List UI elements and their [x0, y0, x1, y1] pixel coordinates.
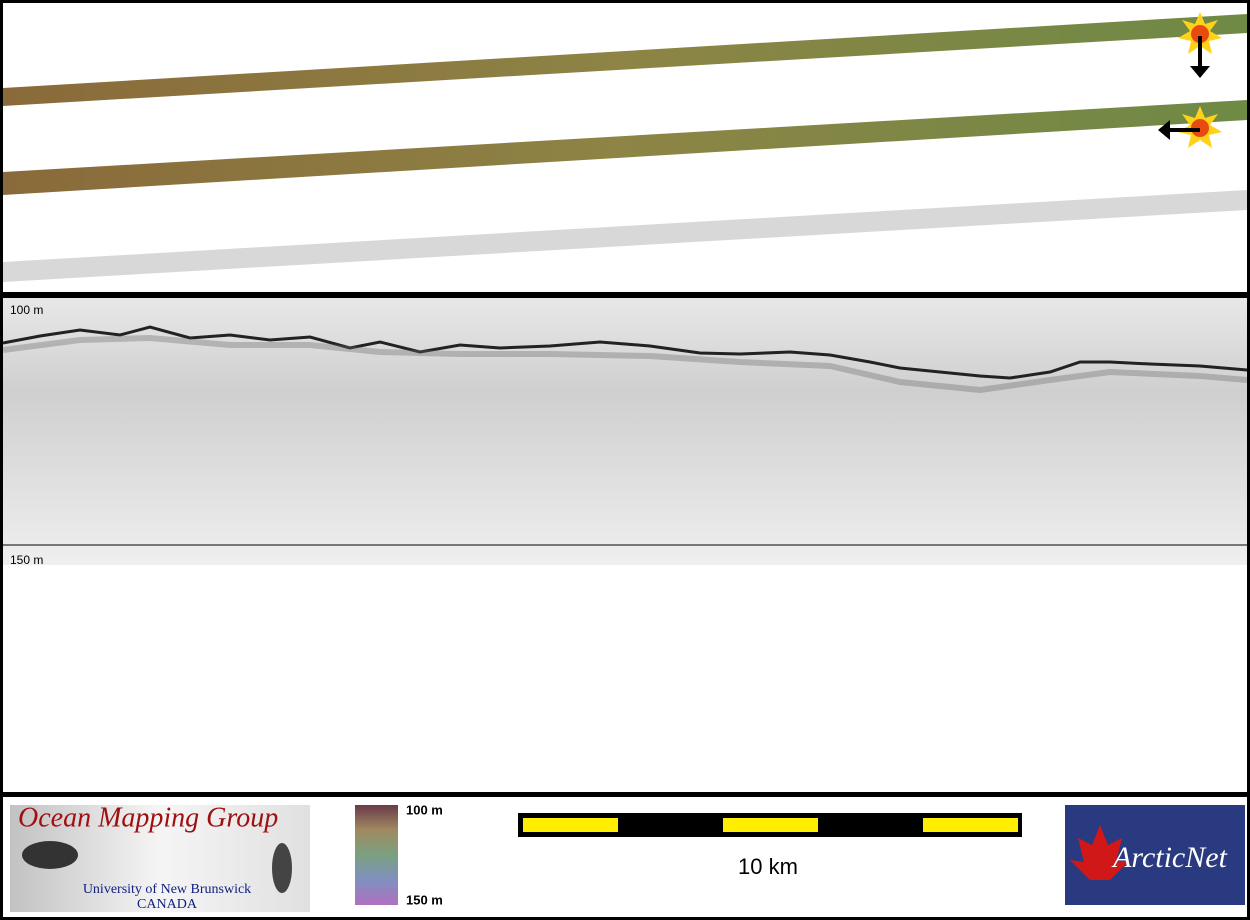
logo-title: ArcticNet: [1111, 841, 1228, 874]
swath-bathymetry: [3, 14, 1247, 106]
logo-text: CANADA: [137, 897, 198, 912]
legend-label: 150 m: [406, 892, 443, 907]
logo-text: University of New Brunswick: [83, 882, 251, 897]
legend-label: 100 m: [406, 802, 443, 817]
omg-logo: Ocean Mapping Group University of New Br…: [10, 802, 310, 912]
scale-label: 10 km: [738, 854, 798, 879]
seabed-trace: [2, 325, 1248, 380]
logo-title: Ocean Mapping Group: [18, 802, 278, 833]
sun-icon: [1178, 12, 1222, 78]
subbottom-trace: [2, 334, 1248, 394]
sun-icon: [1158, 106, 1222, 148]
swath-bathymetry: [3, 100, 1247, 195]
swath-backscatter: [3, 190, 1247, 282]
arcticnet-logo: ArcticNet: [1065, 805, 1245, 905]
depth-label: 150 m: [10, 553, 43, 567]
color-bar: [355, 805, 398, 905]
depth-label: 100 m: [10, 303, 43, 317]
scale-bar: [518, 813, 1022, 837]
